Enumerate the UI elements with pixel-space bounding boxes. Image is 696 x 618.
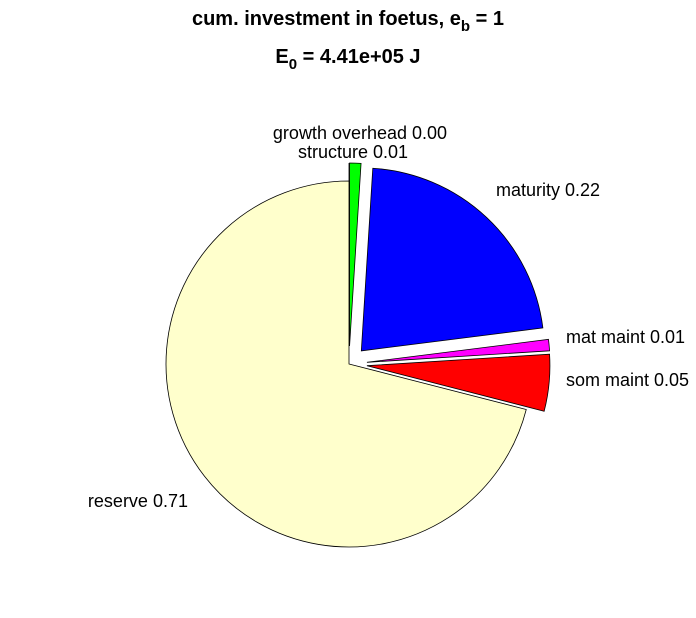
slice-label: reserve 0.71: [88, 491, 188, 511]
slice-name: som maint: [566, 370, 649, 390]
pie-slice: [165, 180, 527, 548]
pie-slice: [360, 167, 544, 352]
slice-label: som maint 0.05: [566, 370, 689, 390]
slice-label: structure 0.01: [298, 142, 408, 162]
chart-subtitle: E0 = 4.41e+05 J: [275, 46, 420, 73]
subtitle-sub: 0: [289, 56, 297, 73]
slice-name: reserve: [88, 491, 148, 511]
slice-label: growth overhead 0.00: [273, 123, 447, 143]
pie-slice: [366, 353, 551, 412]
slice-name: maturity: [496, 180, 560, 200]
slice-label: maturity 0.22: [496, 180, 600, 200]
slice-label: mat maint 0.01: [566, 327, 685, 347]
slice-name: structure: [298, 142, 368, 162]
title-sub: b: [461, 18, 470, 35]
slice-name: growth overhead: [273, 123, 407, 143]
pie-slice: [349, 162, 362, 347]
chart-title: cum. investment in foetus, eb = 1: [192, 8, 504, 35]
slice-value: 0.71: [153, 491, 188, 511]
subtitle-tail: = 4.41e+05 J: [297, 46, 420, 68]
title-text: cum. investment in foetus, e: [192, 8, 461, 30]
slice-value: 0.01: [373, 142, 408, 162]
slice-value: 0.05: [654, 370, 689, 390]
pie-slice: [366, 338, 550, 363]
slice-value: 0.00: [412, 123, 447, 143]
slice-value: 0.01: [650, 327, 685, 347]
slice-name: mat maint: [566, 327, 645, 347]
slice-value: 0.22: [565, 180, 600, 200]
subtitle-text: E: [275, 46, 288, 68]
title-tail: = 1: [470, 8, 504, 30]
